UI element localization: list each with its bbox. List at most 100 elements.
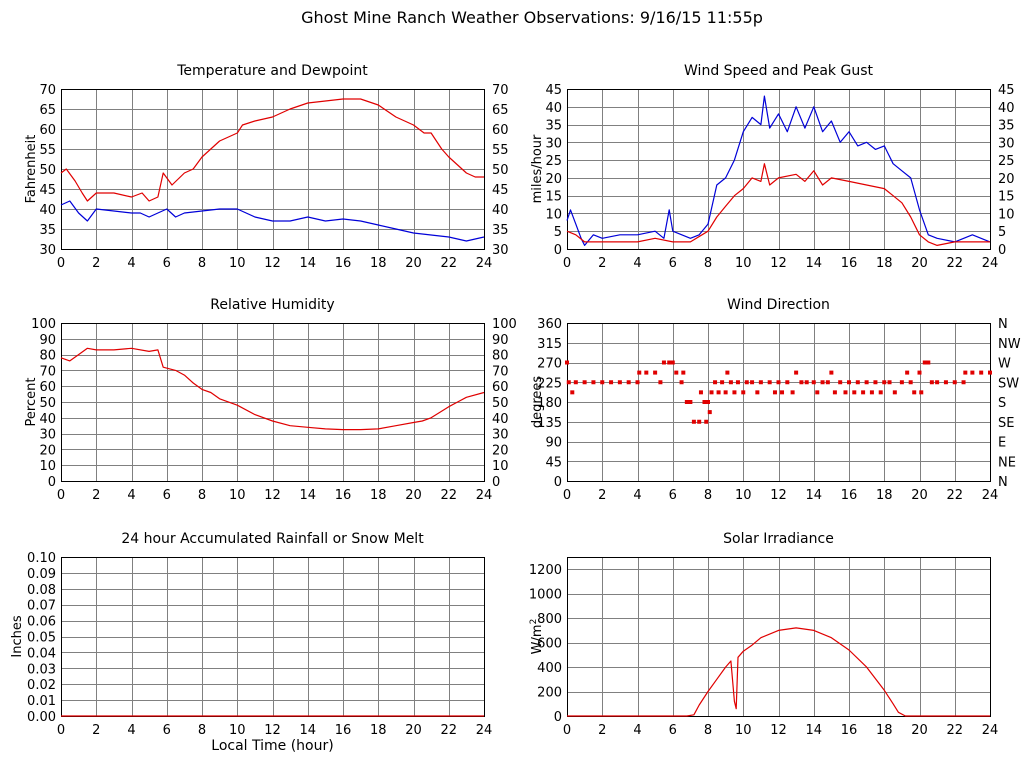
x-tick-label: 22 xyxy=(946,488,963,503)
x-tick-label: 12 xyxy=(264,256,281,271)
data-point xyxy=(706,400,710,404)
data-point xyxy=(679,380,684,385)
y-tick-label-right: 30 xyxy=(998,136,1015,151)
x-tick-label: 14 xyxy=(805,723,822,738)
x-tick-label: 24 xyxy=(476,723,493,738)
data-point xyxy=(919,390,924,395)
data-point xyxy=(688,400,693,404)
data-point xyxy=(570,390,575,395)
y-tick-label: 400 xyxy=(537,661,562,676)
grid xyxy=(567,323,991,482)
y-tick-label-right: 70 xyxy=(492,364,509,379)
x-axis-label: Local Time (hour) xyxy=(211,738,333,754)
x-tick-label: 24 xyxy=(982,488,999,503)
x-tick-label: 12 xyxy=(264,488,281,503)
x-tick-label: 0 xyxy=(563,488,571,503)
y-tick-label: 360 xyxy=(537,317,562,332)
data-point xyxy=(943,380,948,385)
data-point xyxy=(617,380,622,385)
series-line xyxy=(567,627,990,717)
x-tick-label: 6 xyxy=(163,256,171,271)
y-tick-label-right: 30 xyxy=(492,243,509,258)
x-tick-label: 16 xyxy=(841,488,858,503)
y-tick-label: 0.01 xyxy=(27,694,56,709)
x-tick-label: 4 xyxy=(633,488,641,503)
y-tick-label-right: N xyxy=(998,475,1008,490)
x-tick-label: 14 xyxy=(805,256,822,271)
data-point xyxy=(582,380,587,385)
y-tick-label: 60 xyxy=(39,123,56,138)
chart-title: Relative Humidity xyxy=(210,297,334,313)
x-tick-label: 16 xyxy=(841,723,858,738)
y-tick-label: 45 xyxy=(545,83,562,98)
grid xyxy=(61,89,485,250)
data-point xyxy=(917,370,922,375)
y-tick-label: 50 xyxy=(39,396,56,411)
y-tick-label: 0 xyxy=(554,710,562,725)
data-point xyxy=(864,380,869,385)
y-tick-label: 270 xyxy=(537,357,562,372)
x-tick-label: 18 xyxy=(370,488,387,503)
y-tick-label: 5 xyxy=(554,225,562,240)
data-point xyxy=(820,380,825,385)
data-point xyxy=(952,380,957,385)
x-tick-label: 6 xyxy=(669,256,677,271)
x-tick-label: 12 xyxy=(770,723,787,738)
y-tick-label: 20 xyxy=(39,443,56,458)
data-point xyxy=(600,380,605,385)
x-tick-label: 2 xyxy=(598,256,606,271)
data-point xyxy=(728,380,733,385)
data-point xyxy=(926,360,931,365)
x-tick-label: 20 xyxy=(405,723,422,738)
data-point xyxy=(674,370,679,375)
y-tick-label: 1200 xyxy=(529,563,562,578)
data-point xyxy=(979,370,984,375)
series-line xyxy=(566,163,990,246)
series-line xyxy=(60,200,485,242)
y-tick-label: 0.02 xyxy=(27,678,56,693)
x-tick-label: 18 xyxy=(876,488,893,503)
data-point xyxy=(707,410,712,415)
y-tick-label-right: 50 xyxy=(492,396,509,411)
data-point xyxy=(704,419,709,424)
chart-title: Temperature and Dewpoint xyxy=(176,63,368,79)
data-point xyxy=(905,370,910,375)
y-tick-label: 0.09 xyxy=(27,567,56,582)
y-tick-label-right: 55 xyxy=(492,143,509,158)
y-tick-label: 0.10 xyxy=(27,551,56,566)
y-tick-label: 0.05 xyxy=(27,631,56,646)
data-point xyxy=(661,360,666,365)
x-tick-label: 10 xyxy=(229,723,246,738)
y-tick-label-right: 0 xyxy=(998,243,1006,258)
data-point xyxy=(684,400,689,404)
y-tick-label-right: 10 xyxy=(998,207,1015,222)
data-point xyxy=(755,390,760,395)
y-tick-label-right: SE xyxy=(998,416,1014,431)
y-tick-label: 10 xyxy=(39,459,56,474)
y-tick-label-right: SW xyxy=(998,376,1019,391)
y-tick-label-right: 65 xyxy=(492,103,509,118)
data-point xyxy=(713,380,718,385)
x-tick-label: 20 xyxy=(911,256,928,271)
data-point xyxy=(681,370,686,375)
data-point xyxy=(829,370,834,375)
data-point xyxy=(772,390,777,395)
y-tick-label: 0.04 xyxy=(27,646,56,661)
y-tick-label: 30 xyxy=(545,136,562,151)
data-point xyxy=(670,360,675,365)
y-tick-label: 180 xyxy=(537,396,562,411)
y-tick-label: 225 xyxy=(537,376,562,391)
y-tick-label-right: 90 xyxy=(492,333,509,348)
x-tick-label: 10 xyxy=(735,488,752,503)
grid xyxy=(567,89,991,250)
data-point xyxy=(912,390,917,395)
x-tick-label: 12 xyxy=(770,488,787,503)
data-point xyxy=(741,390,746,395)
x-tick-label: 4 xyxy=(633,256,641,271)
x-tick-label: 10 xyxy=(229,488,246,503)
data-point xyxy=(573,380,578,385)
data-point xyxy=(799,380,804,385)
y-axis-label: Inches xyxy=(10,615,25,657)
